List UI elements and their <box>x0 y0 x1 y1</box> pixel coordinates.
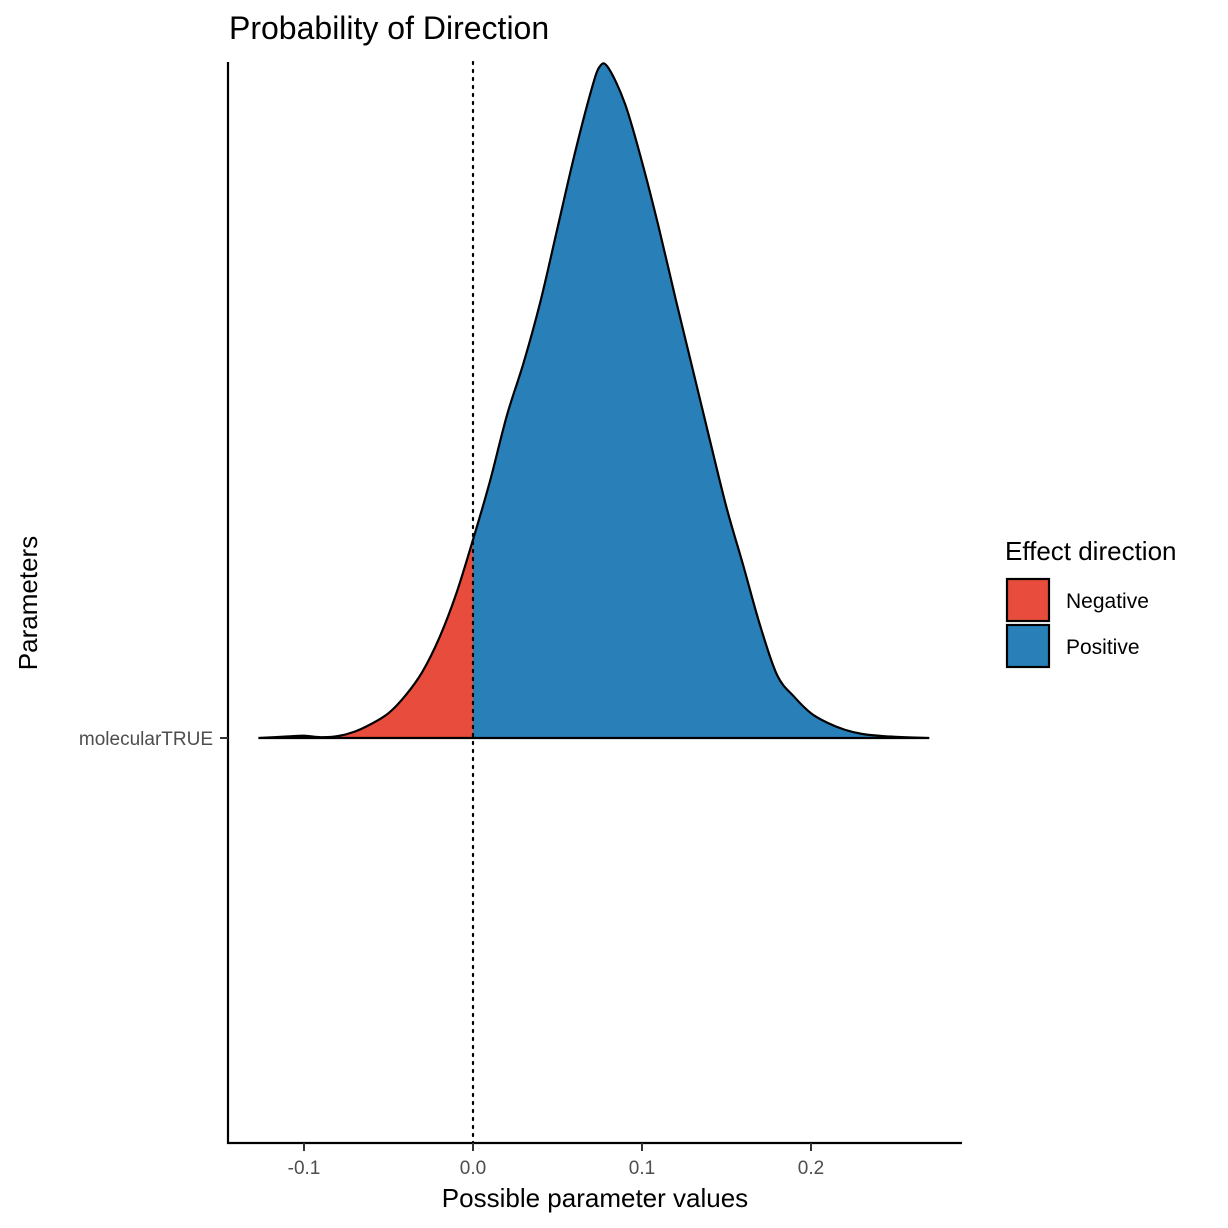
x-tick-label: 0.0 <box>460 1158 486 1179</box>
y-axis-title: Parameters <box>13 536 43 670</box>
x-tick-label: 0.1 <box>629 1158 655 1179</box>
x-tick-label: 0.2 <box>798 1158 824 1179</box>
density-area <box>258 62 930 740</box>
legend-title: Effect direction <box>1005 536 1177 566</box>
y-tick-label: molecularTRUE <box>79 729 213 750</box>
density-outline <box>258 62 930 740</box>
legend-swatch-negative <box>1005 577 1051 623</box>
legend-label-negative: Negative <box>1066 590 1149 613</box>
legend-swatch-positive <box>1005 623 1051 669</box>
x-axis-ticks: -0.1 0.0 0.1 0.2 <box>288 1143 824 1179</box>
x-tick-label: -0.1 <box>288 1158 321 1179</box>
density-positive-area <box>473 63 930 738</box>
density-negative-area <box>258 539 473 738</box>
legend-label-positive: Positive <box>1066 636 1140 659</box>
legend: Effect direction Negative Positive <box>1005 536 1177 669</box>
chart-title: Probability of Direction <box>229 10 549 46</box>
x-axis-title: Possible parameter values <box>442 1183 748 1213</box>
